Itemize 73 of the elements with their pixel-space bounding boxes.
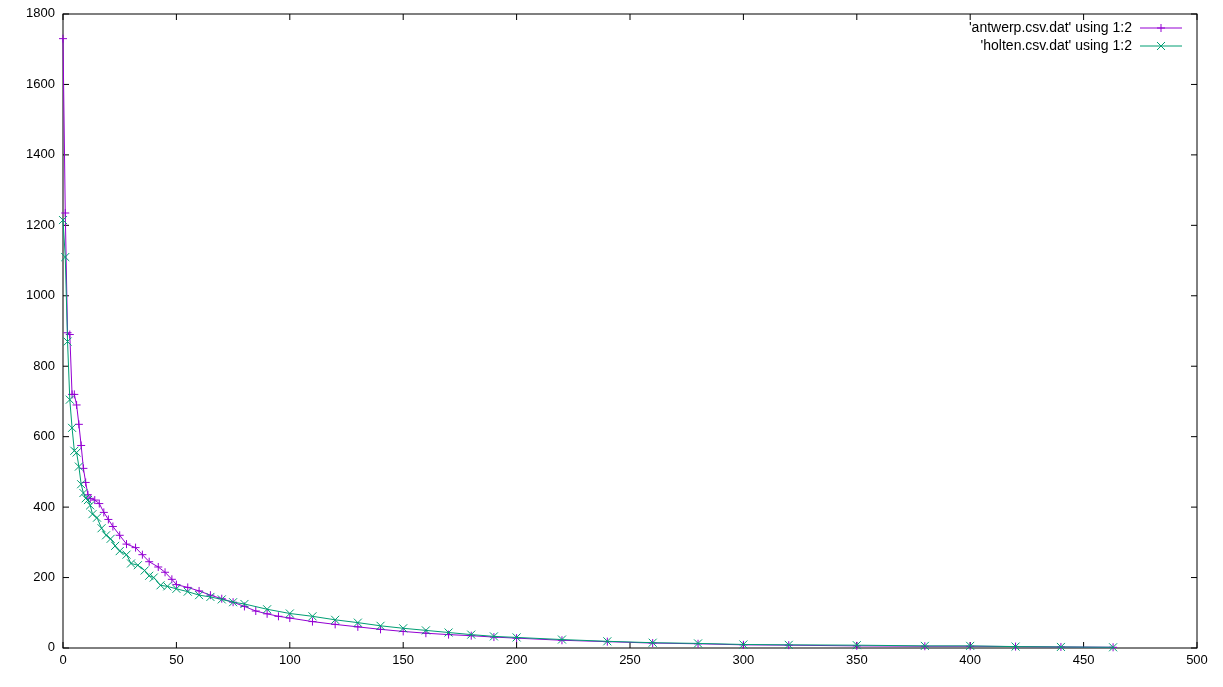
point: [149, 573, 159, 583]
point: [108, 521, 118, 531]
point: [87, 509, 97, 519]
point: [99, 507, 109, 517]
legend-label: 'holten.csv.dat' using 1:2: [980, 36, 1133, 53]
point: [307, 611, 317, 621]
x-tick-label: 0: [59, 652, 67, 667]
x-tick-label: 300: [732, 652, 755, 667]
point: [194, 586, 204, 596]
x-tick-label: 450: [1072, 652, 1095, 667]
point: [94, 499, 104, 509]
point: [273, 611, 283, 621]
x-tick-label: 200: [505, 652, 528, 667]
point: [60, 208, 70, 218]
point: [97, 523, 107, 533]
y-tick-label: 400: [33, 498, 55, 514]
point: [153, 562, 163, 572]
x-tick-label: 350: [845, 652, 868, 667]
y-tick-label: 1800: [26, 5, 55, 21]
point: [78, 488, 88, 498]
point: [140, 566, 150, 576]
point: [285, 613, 295, 623]
y-tick-label: 200: [33, 568, 55, 584]
point: [74, 462, 84, 472]
point: [106, 534, 116, 544]
point: [262, 604, 272, 614]
point: [144, 557, 154, 567]
point: [330, 615, 340, 625]
y-tick-label: 600: [33, 428, 55, 444]
point: [122, 539, 131, 549]
point: [65, 395, 75, 405]
point: [63, 337, 73, 347]
y-tick-label: 1600: [26, 75, 55, 91]
point: [144, 571, 154, 581]
point: [122, 550, 131, 560]
x-tick-label: 400: [959, 652, 982, 667]
legend-label: 'antwerp.csv.dat' using 1:2: [968, 18, 1133, 35]
x-tick-label: 250: [619, 652, 641, 667]
x-tick-label: 150: [392, 652, 415, 667]
point: [72, 400, 82, 410]
point: [115, 530, 125, 540]
y-tick-label: 1000: [26, 287, 55, 303]
y-tick-label: 0: [47, 639, 55, 655]
point: [60, 252, 70, 262]
point: [67, 423, 77, 433]
x-tick-label: 50: [169, 652, 184, 667]
point: [58, 215, 68, 225]
point: [262, 609, 272, 619]
point: [131, 543, 141, 553]
point: [58, 34, 68, 44]
point: [251, 606, 261, 616]
point: [74, 419, 84, 429]
y-tick-label: 1200: [26, 216, 55, 232]
point: [101, 530, 111, 540]
point: [76, 479, 86, 489]
point: [353, 622, 363, 632]
point: [85, 500, 95, 510]
point: [353, 618, 363, 628]
point: [76, 440, 86, 450]
point: [307, 617, 317, 627]
x-tick-label: 500: [1186, 652, 1208, 667]
point: [92, 513, 102, 523]
x-tick-label: 100: [278, 652, 301, 667]
point: [285, 608, 295, 618]
y-tick-label: 800: [33, 357, 55, 373]
point: [110, 541, 120, 551]
point: [115, 546, 125, 556]
point: [183, 587, 193, 597]
point: [160, 567, 170, 577]
point: [103, 514, 113, 524]
point: [137, 550, 147, 560]
y-tick-label: 1400: [26, 146, 55, 162]
point: [194, 590, 204, 600]
